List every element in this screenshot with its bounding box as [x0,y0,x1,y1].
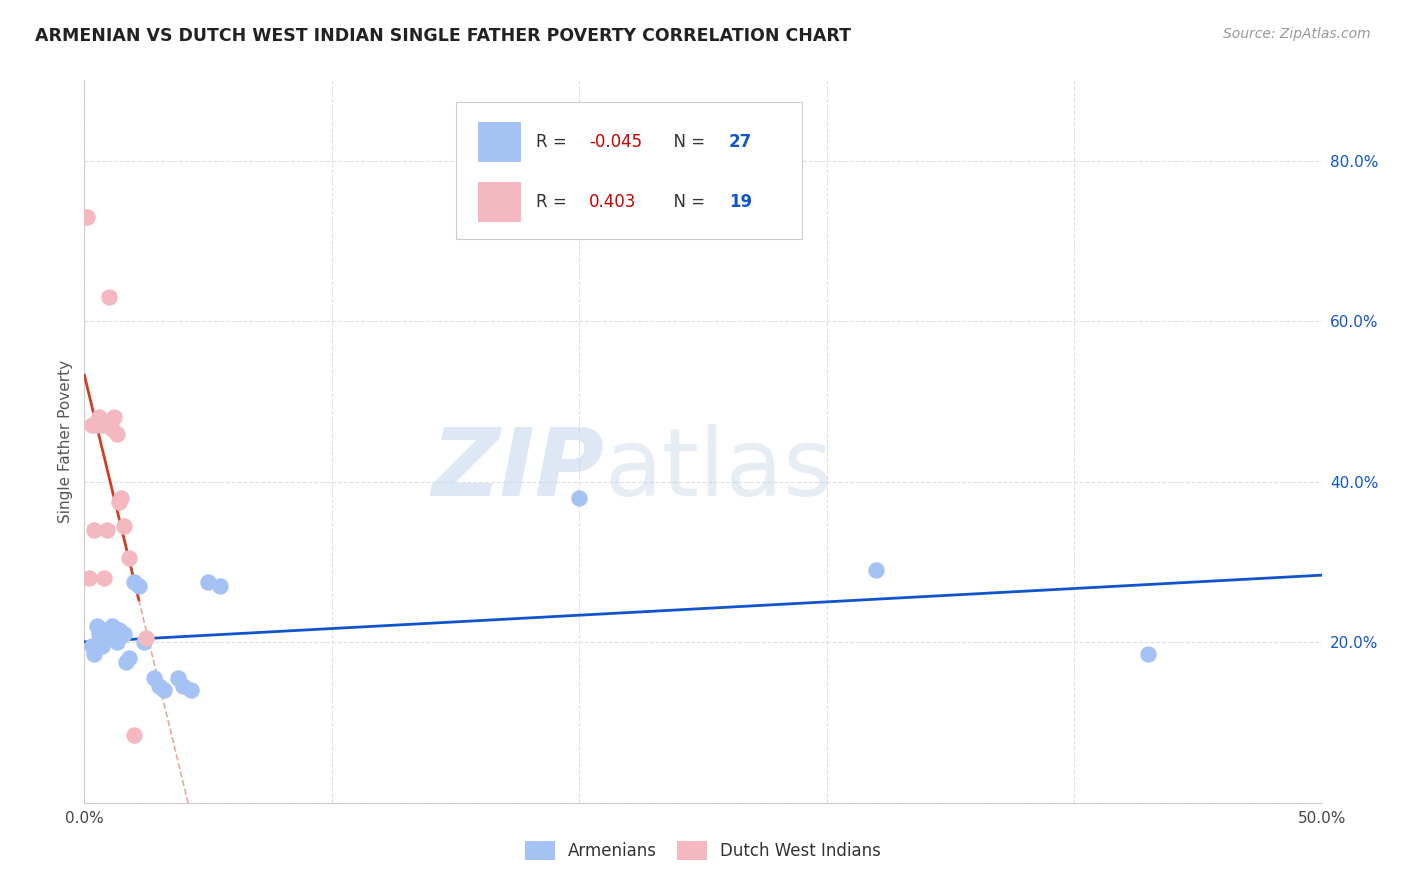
Point [83,523,105,537]
Point [80,639,103,653]
Point [152,683,174,698]
Text: 27: 27 [728,133,752,151]
Text: Source: ZipAtlas.com: Source: ZipAtlas.com [1223,27,1371,41]
Point [112,627,135,641]
Point [128,579,150,593]
Point [135,632,157,646]
Point [103,410,125,425]
Legend: Armenians, Dutch West Indians: Armenians, Dutch West Indians [517,834,889,867]
Text: N =: N = [664,193,711,211]
Text: R =: R = [536,193,578,211]
Point [180,683,202,698]
Point [79,571,101,585]
Point [96,523,118,537]
Point [86,418,108,433]
Point [167,671,190,685]
Point [172,680,194,694]
Point [80,418,103,433]
Point [100,422,122,436]
Point [93,571,115,585]
Point [865,563,887,577]
Point [122,574,145,589]
Point [209,579,232,593]
Text: N =: N = [664,133,711,151]
Point [100,619,122,633]
Point [142,671,165,685]
Text: atlas: atlas [605,425,832,516]
Point [108,494,131,508]
Point [98,627,121,641]
Point [105,635,128,649]
Point [568,491,591,505]
Text: ARMENIAN VS DUTCH WEST INDIAN SINGLE FATHER POVERTY CORRELATION CHART: ARMENIAN VS DUTCH WEST INDIAN SINGLE FAT… [35,27,851,45]
Point [98,290,121,304]
Point [83,648,105,662]
Point [112,518,135,533]
Point [118,550,141,566]
Point [93,623,115,637]
Point [90,639,112,653]
Point [110,491,132,505]
Text: ZIP: ZIP [432,425,605,516]
Point [90,418,112,433]
Point [118,651,141,665]
Point [108,623,131,637]
Y-axis label: Single Father Poverty: Single Father Poverty [58,360,73,523]
Text: 0.403: 0.403 [589,193,637,211]
Point [105,426,128,441]
Point [1137,648,1160,662]
Bar [478,122,522,162]
Point [89,410,111,425]
Point [148,680,170,694]
Bar [478,182,522,222]
Text: 19: 19 [728,193,752,211]
Point [89,627,111,641]
FancyBboxPatch shape [456,102,801,239]
Point [86,619,108,633]
Point [76,210,98,224]
Point [122,728,145,742]
Point [197,574,219,589]
Text: -0.045: -0.045 [589,133,643,151]
Point [132,635,155,649]
Point [115,655,138,669]
Text: R =: R = [536,133,572,151]
